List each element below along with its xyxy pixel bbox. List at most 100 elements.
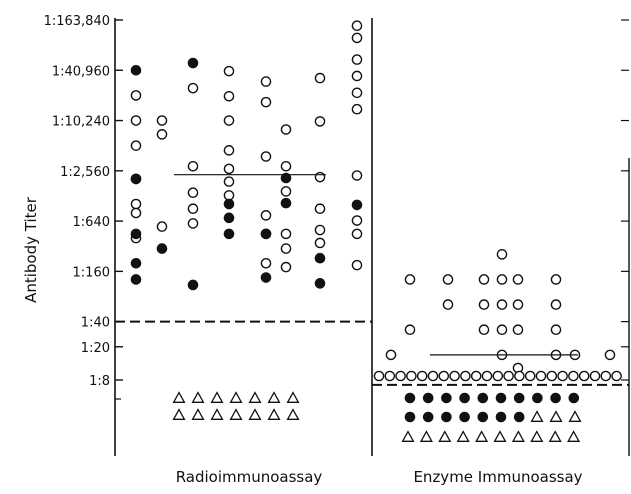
open-circle-ria <box>187 82 199 94</box>
open-circle-eia <box>404 274 416 285</box>
filled-circle-eia <box>459 411 470 423</box>
open-circle-eia <box>550 274 562 285</box>
negative-triangle-ria <box>286 391 300 403</box>
open-circle-ria <box>187 218 199 229</box>
open-circle-ria <box>223 145 235 156</box>
filled-circle-eia <box>477 392 489 404</box>
filled-circle-ria <box>280 172 292 184</box>
open-circle-ria <box>156 221 168 232</box>
filled-circle-ria <box>130 173 142 185</box>
open-circle-ria <box>351 170 363 181</box>
open-circle-eia-baseline <box>438 370 450 382</box>
y-tick-label: 1:10,240 <box>52 115 110 130</box>
open-circle-ria <box>351 215 363 226</box>
marks-layer <box>130 20 622 442</box>
open-circle-eia <box>478 299 490 310</box>
negative-triangle-eia <box>530 410 544 422</box>
negative-triangle-ria <box>248 391 262 403</box>
open-circle-eia-baseline <box>460 370 471 382</box>
open-circle-ria <box>130 90 142 101</box>
open-circle-ria <box>280 186 292 197</box>
open-circle-ria <box>223 65 235 77</box>
negative-triangle-eia <box>475 430 489 442</box>
axis-layer: 1:163,840 1:40,960 1:10,240 1:2,560 1:640 1:1… <box>44 14 630 456</box>
negative-triangle-ria <box>267 408 281 420</box>
open-circle-ria <box>351 87 363 99</box>
filled-circle-ria <box>130 64 142 76</box>
open-circle-ria <box>280 243 292 254</box>
filled-circle-ria <box>260 272 272 283</box>
filled-circle-ria <box>156 243 168 254</box>
open-circle-ria <box>223 190 235 201</box>
open-circle-ria <box>351 70 363 82</box>
filled-circle-ria <box>187 57 199 69</box>
y-tick-label: 1:40 <box>81 316 110 331</box>
y-tick-label: 1:40,960 <box>52 64 110 79</box>
open-circle-ria <box>223 90 235 102</box>
open-circle-eia-baseline <box>384 370 396 382</box>
open-circle-ria <box>314 171 326 183</box>
negative-triangle-ria <box>172 391 186 403</box>
open-circle-eia-baseline <box>470 370 482 382</box>
open-circle-ria <box>187 203 199 215</box>
open-circle-eia-baseline <box>557 370 568 382</box>
open-circle-ria <box>223 176 235 187</box>
negative-triangle-ria <box>286 408 300 420</box>
open-circle-ria <box>130 207 142 219</box>
open-circle-eia <box>496 299 508 310</box>
negative-triangle-eia <box>401 430 415 442</box>
y-axis-title: Antibody Titer <box>22 196 40 303</box>
open-circle-ria <box>280 228 292 240</box>
filled-circle-eia <box>477 411 489 423</box>
negative-triangle-eia <box>568 410 582 422</box>
filled-circle-ria <box>187 279 199 291</box>
filled-circle-ria <box>130 228 142 240</box>
negative-triangle-ria <box>267 391 281 403</box>
open-circle-eia-baseline <box>524 370 536 382</box>
y-tick-label: 1:640 <box>73 215 110 230</box>
open-circle-ria <box>130 115 142 126</box>
open-circle-eia <box>442 299 454 310</box>
open-circle-eia-baseline <box>611 370 622 382</box>
filled-circle-eia <box>513 392 525 404</box>
open-circle-ria <box>130 140 142 151</box>
negative-triangle-ria <box>191 408 205 420</box>
open-circle-ria <box>223 163 235 175</box>
open-circle-eia <box>550 299 562 310</box>
filled-circle-eia <box>441 411 452 423</box>
y-tick-label: 1:163,840 <box>44 14 110 29</box>
open-circle-ria <box>280 160 292 172</box>
open-circle-ria <box>314 203 326 215</box>
y-tick-label: 1:160 <box>73 265 110 280</box>
open-circle-eia-baseline <box>406 370 417 382</box>
negative-triangle-ria <box>210 408 224 420</box>
open-circle-ria <box>260 257 272 269</box>
open-circle-eia-baseline <box>427 370 439 382</box>
open-circle-ria <box>351 103 363 115</box>
open-circle-ria <box>260 96 272 108</box>
open-circle-ria <box>130 198 142 210</box>
open-circle-ria <box>280 261 292 273</box>
open-circle-ria <box>260 210 272 221</box>
open-circle-eia-baseline <box>373 370 385 382</box>
panel-label-enzyme-immunoassay: Enzyme Immunoassay <box>413 468 582 486</box>
open-circle-ria <box>314 72 326 84</box>
open-circle-eia <box>512 324 524 336</box>
filled-circle-eia <box>422 392 434 404</box>
open-circle-eia-baseline <box>395 370 406 382</box>
filled-circle-ria <box>130 257 142 269</box>
negative-triangle-eia <box>548 430 562 442</box>
filled-circle-eia <box>495 411 507 423</box>
filled-circle-ria <box>130 274 142 285</box>
y-tick-label: 1:20 <box>81 341 110 356</box>
open-circle-eia <box>478 324 490 336</box>
open-circle-ria <box>187 160 199 172</box>
negative-triangle-eia <box>530 430 544 442</box>
open-circle-eia <box>512 299 524 310</box>
open-circle-ria <box>351 228 363 240</box>
filled-circle-eia <box>550 392 561 404</box>
open-circle-eia <box>404 324 416 336</box>
filled-circle-ria <box>351 199 363 211</box>
open-circle-eia-baseline <box>449 370 460 382</box>
y-tick-label: 1:2,560 <box>60 165 110 180</box>
